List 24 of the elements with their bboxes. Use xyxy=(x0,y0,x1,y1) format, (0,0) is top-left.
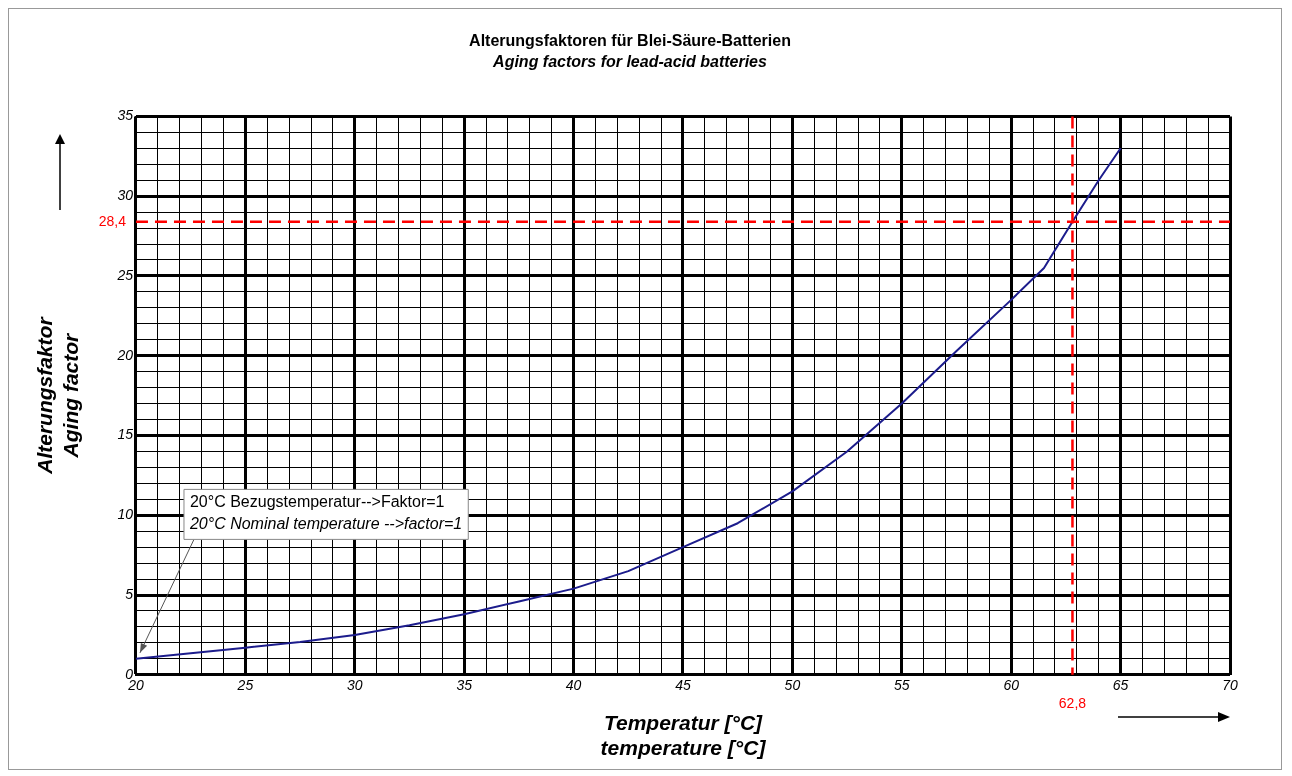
ref-line-label: 28,4 xyxy=(98,212,127,229)
x-tick-label: 35 xyxy=(456,677,473,694)
annotation: 20°C Bezugstemperatur-->Faktor=1 20°C Nominal temperature -->factor=1 xyxy=(188,492,463,532)
x-tick-label: 65 xyxy=(1112,677,1129,694)
y-tick-label: 10 xyxy=(117,506,134,523)
x-tick-label: 55 xyxy=(894,677,910,694)
x-tick-label: 70 xyxy=(1222,677,1238,694)
y-tick-label: 25 xyxy=(116,266,134,283)
y-tick-label: 20 xyxy=(116,346,134,363)
y-tick-label: 30 xyxy=(117,187,134,204)
chart-subtitle: Aging factors for lead-acid batteries xyxy=(492,53,768,71)
ref-line-label: 62,8 xyxy=(1058,694,1087,711)
x-tick-label: 25 xyxy=(236,677,254,694)
y-tick-label: 5 xyxy=(125,585,134,602)
x-tick-label: 45 xyxy=(675,677,691,694)
y-axis-title: Alterungsfaktor Aging factor xyxy=(33,315,82,475)
x-tick-label: 40 xyxy=(565,677,582,694)
x-tick-label: 50 xyxy=(784,677,801,694)
x-tick-label: 60 xyxy=(1003,677,1020,694)
x-axis-title: Temperatur [°C] temperature [°C] xyxy=(600,711,767,760)
chart-title: Alterungsfaktoren für Blei-Säure-Batterien xyxy=(469,32,791,50)
y-tick-label: 15 xyxy=(117,426,134,443)
x-tick-label: 30 xyxy=(346,677,363,694)
y-tick-label: 35 xyxy=(117,107,134,124)
